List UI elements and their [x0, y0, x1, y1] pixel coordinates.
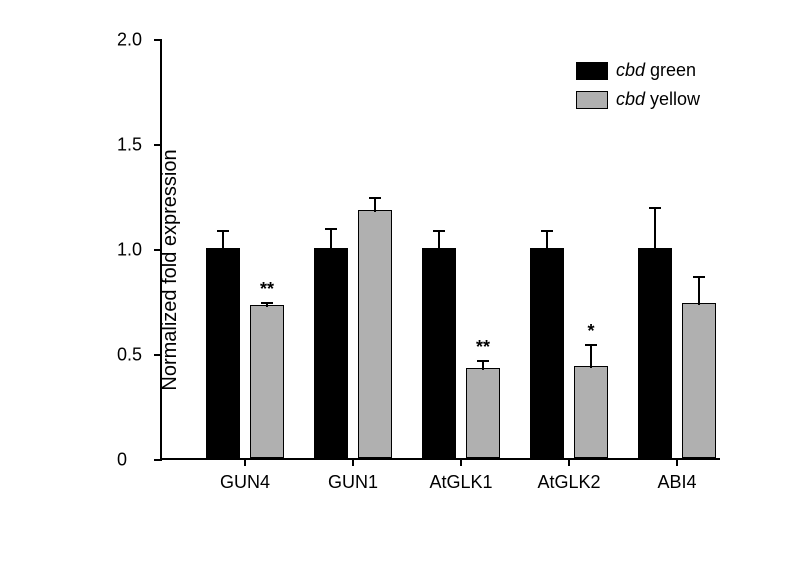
- bar-cbd_green-ABI4: [638, 248, 672, 458]
- bar-cbd_yellow-AtGLK2: [574, 366, 608, 458]
- y-tick-label: 1.0: [117, 240, 142, 261]
- bar-cbd_green-GUN1: [314, 248, 348, 458]
- bar-cbd_green-AtGLK1: [422, 248, 456, 458]
- error-cap: [261, 302, 273, 304]
- y-tick-label: 1.5: [117, 135, 142, 156]
- x-tick-label: ABI4: [657, 472, 696, 493]
- error-cap: [693, 276, 705, 278]
- chart-container: Normalized fold expression cbd green cbd…: [100, 30, 750, 510]
- legend-suffix-green: green: [645, 60, 696, 80]
- error-bar: [698, 277, 700, 304]
- error-cap: [217, 230, 229, 232]
- error-cap: [541, 230, 553, 232]
- x-tick: [676, 458, 678, 466]
- plot-area: cbd green cbd yellow 00.51.01.52.0**GUN4…: [160, 40, 720, 460]
- significance-marker: **: [476, 337, 490, 358]
- x-tick: [460, 458, 462, 466]
- error-cap: [649, 207, 661, 209]
- bar-cbd_yellow-ABI4: [682, 303, 716, 458]
- legend-italic-green: cbd: [616, 60, 645, 80]
- legend-item-green: cbd green: [576, 60, 700, 81]
- significance-marker: *: [587, 321, 594, 342]
- error-bar: [482, 361, 484, 369]
- legend-suffix-yellow: yellow: [645, 89, 700, 109]
- legend-swatch-yellow: [576, 91, 608, 109]
- y-tick-label: 2.0: [117, 30, 142, 51]
- legend-label-yellow: cbd yellow: [616, 89, 700, 110]
- error-cap: [477, 360, 489, 362]
- error-bar: [374, 198, 376, 213]
- y-tick: [154, 354, 162, 356]
- legend: cbd green cbd yellow: [576, 60, 700, 118]
- error-bar: [546, 231, 548, 250]
- x-tick-label: GUN4: [220, 472, 270, 493]
- x-tick: [352, 458, 354, 466]
- x-tick-label: AtGLK1: [429, 472, 492, 493]
- y-tick: [154, 459, 162, 461]
- error-bar: [222, 231, 224, 250]
- bar-cbd_yellow-GUN4: [250, 305, 284, 458]
- error-cap: [369, 197, 381, 199]
- legend-italic-yellow: cbd: [616, 89, 645, 109]
- bar-cbd_green-AtGLK2: [530, 248, 564, 458]
- y-tick-label: 0: [117, 450, 127, 471]
- error-bar: [654, 208, 656, 250]
- y-tick: [154, 39, 162, 41]
- y-tick: [154, 144, 162, 146]
- error-bar: [330, 229, 332, 250]
- error-bar: [590, 345, 592, 368]
- error-bar: [438, 231, 440, 250]
- y-tick: [154, 249, 162, 251]
- legend-item-yellow: cbd yellow: [576, 89, 700, 110]
- error-cap: [325, 228, 337, 230]
- x-tick: [244, 458, 246, 466]
- bar-cbd_green-GUN4: [206, 248, 240, 458]
- y-tick-label: 0.5: [117, 345, 142, 366]
- error-cap: [585, 344, 597, 346]
- error-cap: [433, 230, 445, 232]
- bar-cbd_yellow-AtGLK1: [466, 368, 500, 458]
- significance-marker: **: [260, 279, 274, 300]
- x-tick: [568, 458, 570, 466]
- legend-swatch-green: [576, 62, 608, 80]
- x-tick-label: GUN1: [328, 472, 378, 493]
- legend-label-green: cbd green: [616, 60, 696, 81]
- x-tick-label: AtGLK2: [537, 472, 600, 493]
- bar-cbd_yellow-GUN1: [358, 210, 392, 458]
